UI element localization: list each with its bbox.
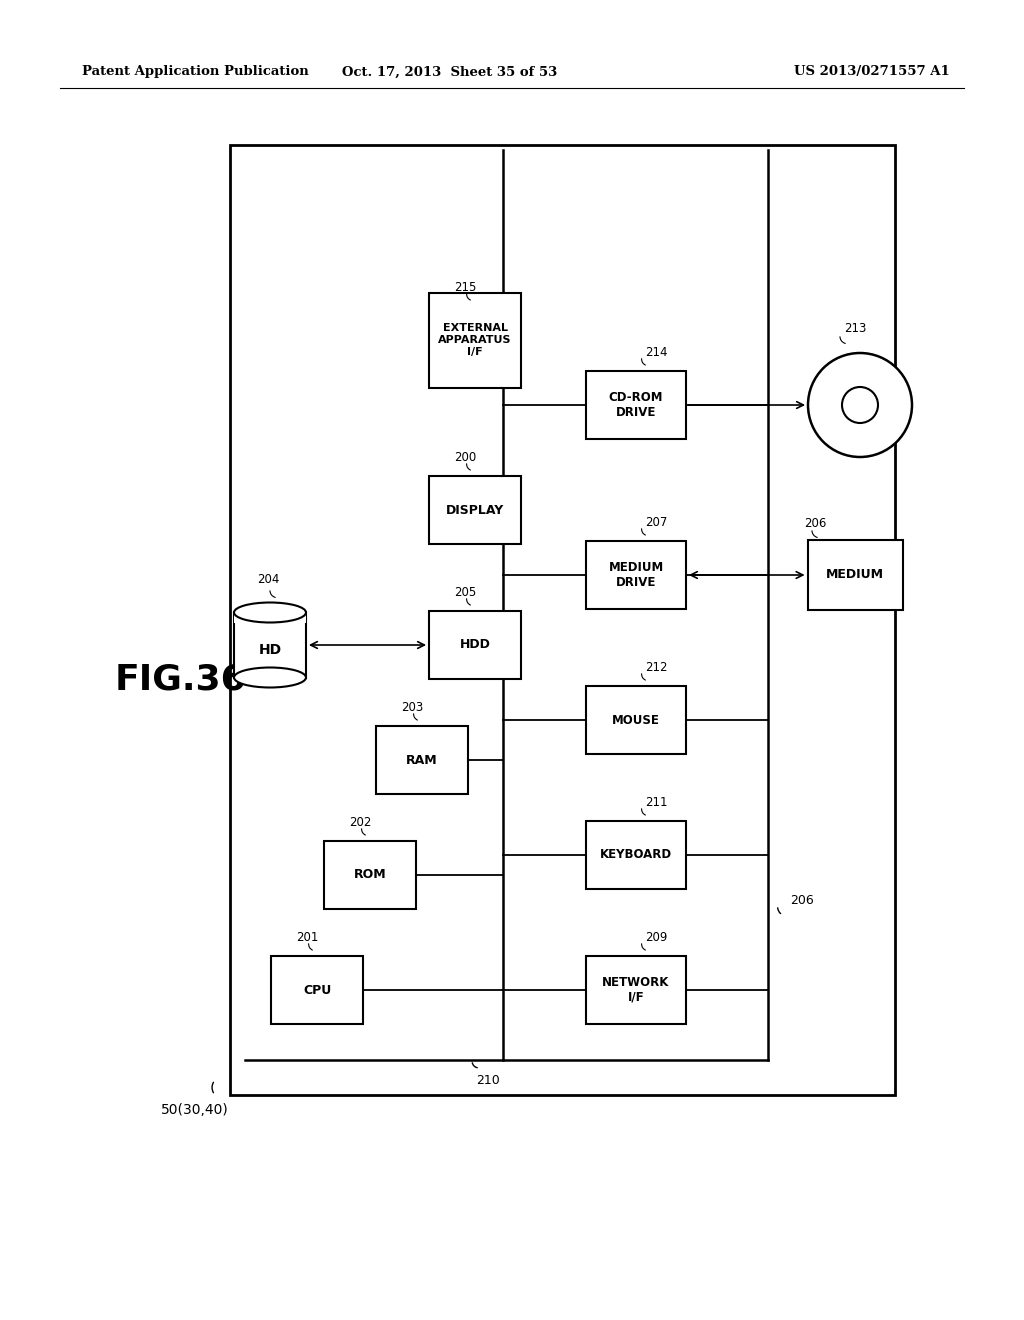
Bar <box>586 686 686 754</box>
Bar <box>808 540 902 610</box>
Text: MEDIUM: MEDIUM <box>826 569 884 582</box>
Text: 201: 201 <box>296 931 318 944</box>
Text: ROM: ROM <box>353 869 386 882</box>
Text: FIG.36: FIG.36 <box>115 663 247 697</box>
Bar <box>586 541 686 609</box>
Text: 210: 210 <box>476 1073 500 1086</box>
Text: 215: 215 <box>454 281 476 294</box>
Text: MOUSE: MOUSE <box>612 714 659 726</box>
Text: CPU: CPU <box>303 983 331 997</box>
Bar <box>586 821 686 888</box>
Text: US 2013/0271557 A1: US 2013/0271557 A1 <box>795 66 950 78</box>
Text: CD-ROM
DRIVE: CD-ROM DRIVE <box>608 391 664 418</box>
Text: EXTERNAL
APPARATUS
I/F: EXTERNAL APPARATUS I/F <box>438 323 512 356</box>
Bar <box>230 145 895 1096</box>
Bar <box>376 726 468 795</box>
Bar <box>324 841 416 909</box>
Text: 205: 205 <box>454 586 476 599</box>
Bar <box>586 371 686 440</box>
Bar <box>429 293 521 388</box>
Text: Patent Application Publication: Patent Application Publication <box>82 66 309 78</box>
Text: 203: 203 <box>400 701 423 714</box>
Text: 207: 207 <box>645 516 668 529</box>
Text: DISPLAY: DISPLAY <box>445 503 504 516</box>
Circle shape <box>842 387 878 422</box>
Text: 209: 209 <box>645 931 668 944</box>
Text: 202: 202 <box>349 816 371 829</box>
Text: 206: 206 <box>790 894 814 907</box>
Text: HDD: HDD <box>460 639 490 652</box>
Text: Oct. 17, 2013  Sheet 35 of 53: Oct. 17, 2013 Sheet 35 of 53 <box>342 66 558 78</box>
Text: 204: 204 <box>257 573 280 586</box>
Text: 50(30,40): 50(30,40) <box>161 1104 229 1117</box>
Text: 211: 211 <box>645 796 668 809</box>
Bar <box>429 611 521 678</box>
Text: 214: 214 <box>645 346 668 359</box>
Bar <box>234 612 306 677</box>
Text: KEYBOARD: KEYBOARD <box>600 849 672 862</box>
Bar <box>234 612 306 623</box>
Circle shape <box>808 352 912 457</box>
Text: NETWORK
I/F: NETWORK I/F <box>602 975 670 1005</box>
Text: 206: 206 <box>804 517 826 531</box>
Text: 212: 212 <box>645 661 668 675</box>
Text: 200: 200 <box>454 451 476 465</box>
Text: HD: HD <box>258 643 282 657</box>
Ellipse shape <box>234 668 306 688</box>
Bar <box>271 956 362 1024</box>
Text: RAM: RAM <box>407 754 438 767</box>
Bar <box>429 477 521 544</box>
Text: 213: 213 <box>844 322 866 335</box>
Text: MEDIUM
DRIVE: MEDIUM DRIVE <box>608 561 664 589</box>
Ellipse shape <box>234 602 306 623</box>
Bar <box>586 956 686 1024</box>
